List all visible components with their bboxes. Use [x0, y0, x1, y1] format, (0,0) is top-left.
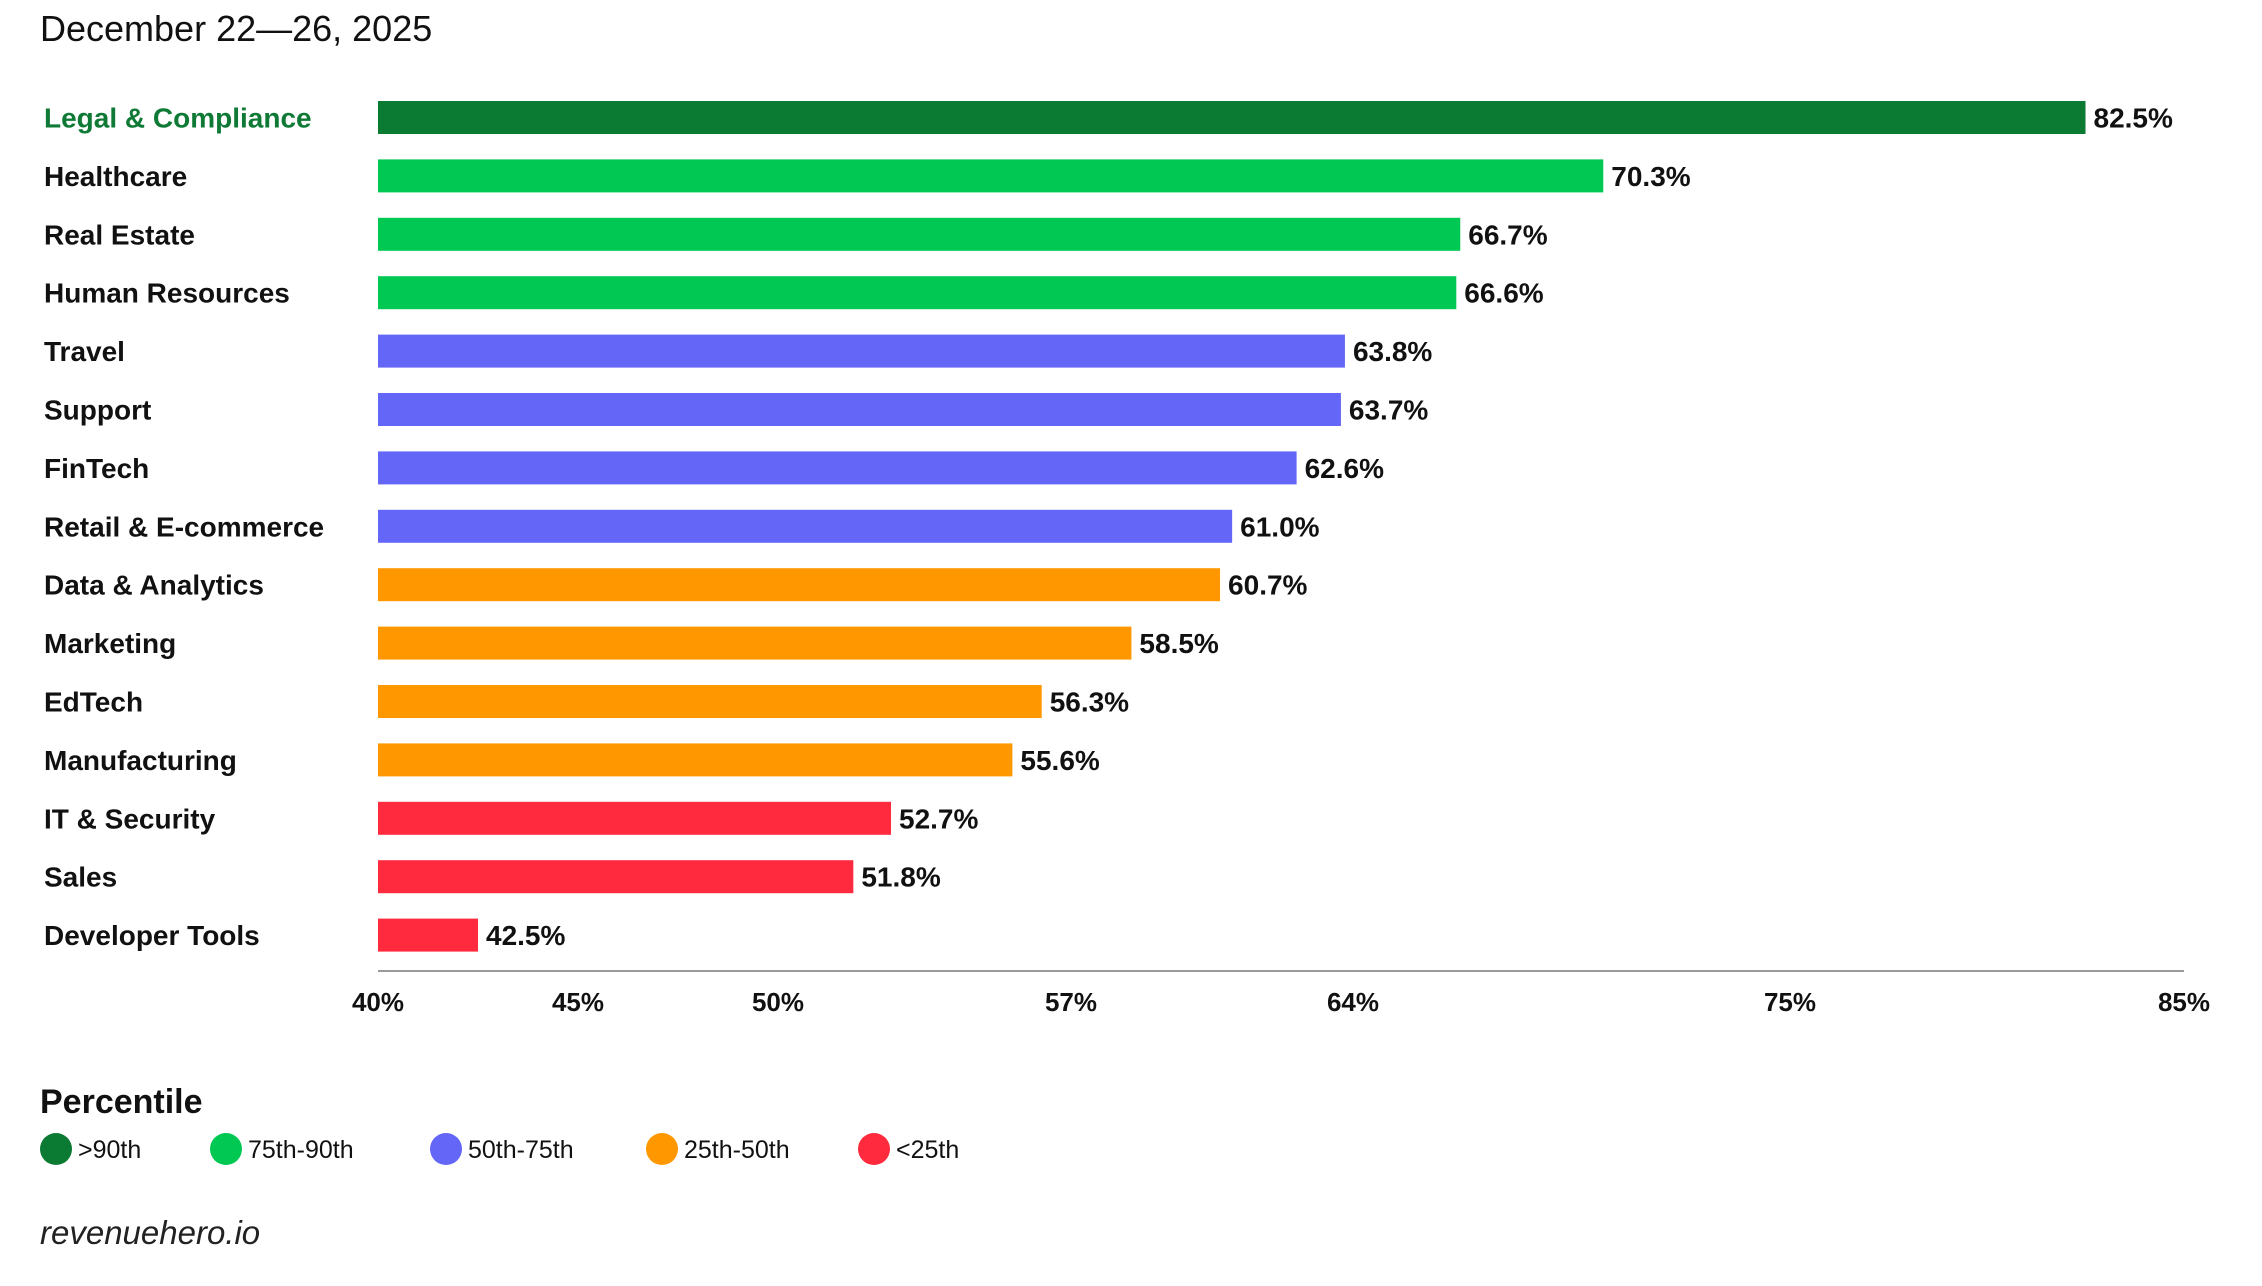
- value-label-healthcare: 70.3%: [1611, 161, 1690, 192]
- category-label-developer-tools: Developer Tools: [44, 920, 260, 951]
- bar-sales: [378, 860, 854, 894]
- bar-data-and-analytics: [378, 568, 1221, 602]
- value-label-legal-and-compliance: 82.5%: [2094, 103, 2173, 134]
- category-label-support: Support: [44, 395, 151, 426]
- category-label-human-resources: Human Resources: [44, 278, 290, 309]
- legend-swatch-3: [430, 1133, 462, 1165]
- value-label-real-estate: 66.7%: [1468, 219, 1547, 250]
- legend-swatch-1: [40, 1133, 72, 1165]
- bar-real-estate: [378, 217, 1461, 251]
- bar-travel: [378, 334, 1345, 368]
- legend-label-1: >90th: [78, 1136, 141, 1164]
- legend-title: Percentile: [40, 1083, 203, 1121]
- value-label-marketing: 58.5%: [1139, 628, 1218, 659]
- legend-label-2: 75th-90th: [248, 1136, 354, 1164]
- x-tick-label-45: 45%: [552, 987, 604, 1017]
- value-label-data-and-analytics: 60.7%: [1228, 570, 1307, 601]
- legend-swatch-5: [858, 1133, 890, 1165]
- x-tick-label-64: 64%: [1327, 987, 1379, 1017]
- category-label-manufacturing: Manufacturing: [44, 745, 237, 776]
- legend-label-5: <25th: [896, 1136, 959, 1164]
- x-tick-label-85: 85%: [2158, 987, 2210, 1017]
- bar-legal-and-compliance: [378, 101, 2086, 134]
- legend-label-3: 50th-75th: [468, 1136, 574, 1164]
- category-label-edtech: EdTech: [44, 687, 143, 718]
- category-label-retail-and-e-commerce: Retail & E-commerce: [44, 511, 324, 542]
- value-label-it-and-security: 52.7%: [899, 803, 978, 834]
- x-axis: 40% 45% 50% 57% 64% 75% 85%: [352, 970, 2210, 1017]
- category-label-healthcare: Healthcare: [44, 161, 187, 192]
- value-label-support: 63.7%: [1349, 395, 1428, 426]
- legend: Percentile >90th 75th-90th 50th-75th 25th-50…: [40, 1083, 959, 1165]
- value-label-fintech: 62.6%: [1305, 453, 1384, 484]
- value-label-manufacturing: 55.6%: [1020, 745, 1099, 776]
- x-tick-label-40: 40%: [352, 987, 404, 1017]
- value-label-edtech: 56.3%: [1050, 687, 1129, 718]
- legend-swatch-2: [210, 1133, 242, 1165]
- bar-developer-tools: [378, 918, 478, 952]
- category-label-real-estate: Real Estate: [44, 219, 195, 250]
- bar-healthcare: [378, 159, 1604, 193]
- x-tick-label-75: 75%: [1764, 987, 1816, 1017]
- bar-human-resources: [378, 276, 1457, 310]
- bar-edtech: [378, 685, 1042, 718]
- category-label-fintech: FinTech: [44, 453, 149, 484]
- value-label-sales: 51.8%: [861, 862, 940, 893]
- value-label-developer-tools: 42.5%: [486, 920, 565, 951]
- bars-layer: Legal & Compliance 82.5% Healthcare 70.3% Re…: [44, 101, 2173, 952]
- chart-date-range: December 22—26, 2025: [40, 8, 432, 49]
- bar-retail-and-e-commerce: [378, 509, 1233, 543]
- category-label-marketing: Marketing: [44, 628, 176, 659]
- legend-label-4: 25th-50th: [684, 1136, 790, 1164]
- category-label-it-and-security: IT & Security: [44, 803, 216, 834]
- category-label-sales: Sales: [44, 862, 117, 893]
- source-credit: revenuehero.io: [40, 1214, 260, 1251]
- bar-it-and-security: [378, 801, 892, 835]
- category-label-data-and-analytics: Data & Analytics: [44, 570, 264, 601]
- legend-swatch-4: [646, 1133, 678, 1165]
- bar-support: [378, 393, 1341, 426]
- category-label-legal-and-compliance: Legal & Compliance: [44, 103, 312, 134]
- x-tick-label-57: 57%: [1045, 987, 1097, 1017]
- bar-fintech: [378, 451, 1297, 485]
- bar-manufacturing: [378, 743, 1013, 777]
- value-label-human-resources: 66.6%: [1464, 278, 1543, 309]
- value-label-travel: 63.8%: [1353, 336, 1432, 367]
- bar-marketing: [378, 626, 1132, 660]
- x-tick-label-50: 50%: [752, 987, 804, 1017]
- category-label-travel: Travel: [44, 336, 125, 367]
- value-label-retail-and-e-commerce: 61.0%: [1240, 511, 1319, 542]
